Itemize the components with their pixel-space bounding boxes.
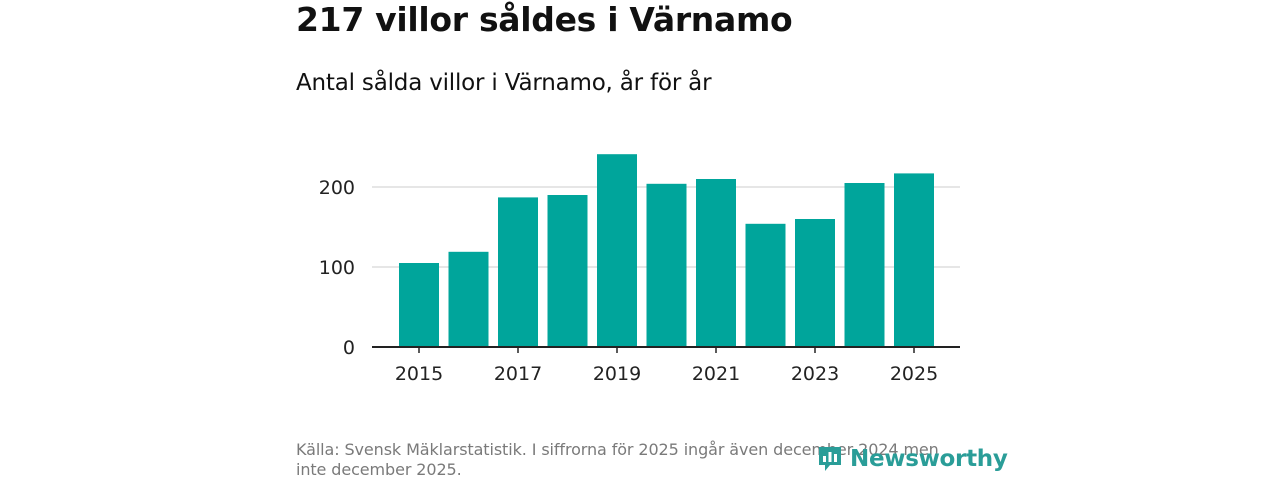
brand-logo[interactable]: Newsworthy xyxy=(816,444,1008,474)
bar-2016 xyxy=(448,251,489,347)
x-tick-label-2015: 2015 xyxy=(395,363,443,385)
bar-2019 xyxy=(597,154,637,347)
bar-2025 xyxy=(894,173,934,347)
x-tick-label-2021: 2021 xyxy=(692,363,740,385)
bar-chart: 0 100 200 2015 2017 2019 2021 2023 2025 xyxy=(319,154,960,385)
bar-2018 xyxy=(547,195,588,347)
x-tick-label-2017: 2017 xyxy=(494,363,542,385)
y-tick-label-200: 200 xyxy=(319,177,355,199)
x-tick-label-2023: 2023 xyxy=(791,363,839,385)
source-note: Källa: Svensk Mäklarstatistik. I siffror… xyxy=(296,440,939,479)
bar-2017 xyxy=(498,197,538,347)
bar-2020 xyxy=(646,183,687,347)
bar-2022 xyxy=(745,223,786,347)
bar-2024 xyxy=(844,183,885,347)
bar-2021 xyxy=(696,179,736,347)
chart-subtitle: Antal sålda villor i Värnamo, år för år xyxy=(296,70,712,96)
bar-2015 xyxy=(399,263,439,347)
newsworthy-logo-icon xyxy=(819,447,841,471)
chart-headline: 217 villor såldes i Värnamo xyxy=(296,0,793,39)
x-tick-label-2025: 2025 xyxy=(890,363,938,385)
y-tick-label-0: 0 xyxy=(343,337,355,359)
x-tick-label-2019: 2019 xyxy=(593,363,641,385)
brand-name: Newsworthy xyxy=(850,446,1008,472)
y-tick-label-100: 100 xyxy=(319,257,355,279)
bar-2023 xyxy=(795,219,835,347)
